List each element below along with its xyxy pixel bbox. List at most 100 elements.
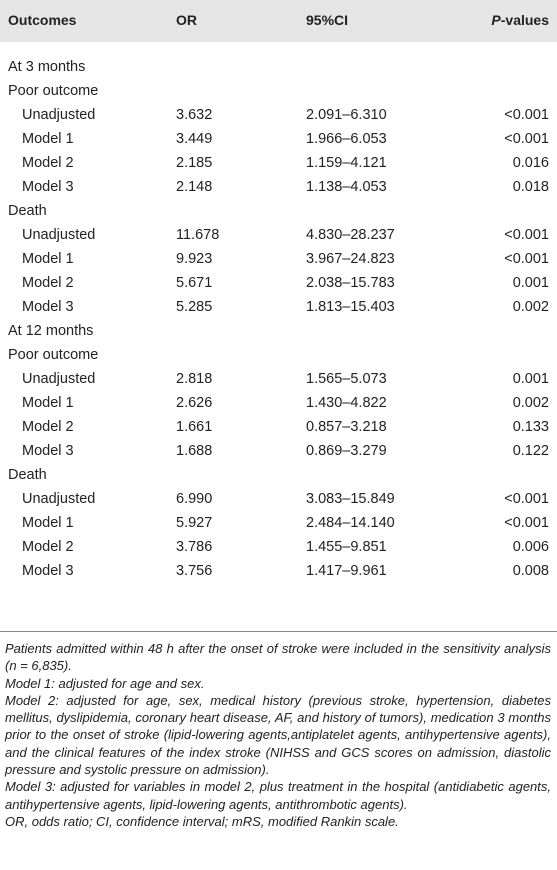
data-row: Model 3 5.285 1.813–15.403 0.002 [0,295,557,319]
or-value: 9.923 [176,251,213,267]
ci-value: 2.091–6.310 [306,107,387,123]
table-notes: Patients admitted within 48 h after the … [5,640,551,830]
note: Model 3: adjusted for variables in model… [5,779,551,812]
ci-value: 4.830–28.237 [306,227,395,243]
p-value: <0.001 [504,107,549,123]
section-row: Poor outcome [0,79,557,103]
row-label: Model 1 [22,515,74,531]
data-row: Model 3 2.148 1.138–4.053 0.018 [0,175,557,199]
p-value: 0.122 [512,443,549,459]
p-value: <0.001 [504,251,549,267]
data-row: Model 1 5.927 2.484–14.140 <0.001 [0,511,557,535]
ci-value: 1.565–5.073 [306,371,387,387]
header-cell: Outcomes [8,12,77,28]
row-label: Poor outcome [8,83,99,99]
data-row: Model 1 2.626 1.430–4.822 0.002 [0,391,557,415]
p-value: 0.001 [512,275,549,291]
ci-value: 0.869–3.279 [306,443,387,459]
section-row: Death [0,463,557,487]
or-value: 3.756 [176,563,213,579]
data-row: Unadjusted 11.678 4.830–28.237 <0.001 [0,223,557,247]
data-row: Model 2 3.786 1.455–9.851 0.006 [0,535,557,559]
or-value: 5.671 [176,275,213,291]
row-label: Unadjusted [22,491,96,507]
data-row: Unadjusted 6.990 3.083–15.849 <0.001 [0,487,557,511]
header-text: -values [500,12,549,28]
or-value: 2.626 [176,395,213,411]
ci-value: 1.417–9.961 [306,563,387,579]
row-label: Poor outcome [8,347,99,363]
p-value: <0.001 [504,131,549,147]
ci-value: 1.138–4.053 [306,179,387,195]
section-row: Poor outcome [0,343,557,367]
note: Patients admitted within 48 h after the … [5,641,551,674]
row-label: Unadjusted [22,227,96,243]
data-row: Model 2 2.185 1.159–4.121 0.016 [0,151,557,175]
data-row: Model 3 3.756 1.417–9.961 0.008 [0,559,557,583]
header-cell: OR [176,12,197,28]
row-label: Model 2 [22,539,74,555]
data-row: Model 2 5.671 2.038–15.783 0.001 [0,271,557,295]
ci-value: 1.966–6.053 [306,131,387,147]
section-row: At 12 months [0,319,557,343]
table-header: Outcomes OR 95%CI P-values [0,0,557,42]
p-value: 0.008 [512,563,549,579]
p-value: 0.016 [512,155,549,171]
ci-value: 2.484–14.140 [306,515,395,531]
or-value: 5.285 [176,299,213,315]
row-label: At 12 months [8,323,94,339]
p-value: 0.001 [512,371,549,387]
or-value: 2.148 [176,179,213,195]
p-value: 0.002 [512,299,549,315]
ci-value: 1.455–9.851 [306,539,387,555]
header-italic: P [491,12,501,28]
ci-value: 3.083–15.849 [306,491,395,507]
section-row: At 3 months [0,55,557,79]
note: Model 2: adjusted for age, sex, medical … [5,692,551,778]
p-value: <0.001 [504,227,549,243]
row-label: At 3 months [8,59,86,75]
or-value: 3.786 [176,539,213,555]
p-value: <0.001 [504,515,549,531]
ci-value: 2.038–15.783 [306,275,395,291]
header-cell: 95%CI [306,12,349,28]
row-label: Model 3 [22,443,74,459]
row-label: Model 1 [22,131,74,147]
table-rule [0,631,557,632]
p-value: 0.018 [512,179,549,195]
row-label: Model 2 [22,419,74,435]
row-label: Model 3 [22,299,74,315]
or-value: 3.632 [176,107,213,123]
data-row: Unadjusted 2.818 1.565–5.073 0.001 [0,367,557,391]
ci-value: 3.967–24.823 [306,251,395,267]
row-label: Death [8,467,47,483]
or-value: 5.927 [176,515,213,531]
row-label: Death [8,203,47,219]
or-value: 2.185 [176,155,213,171]
or-value: 1.661 [176,419,213,435]
p-value: <0.001 [504,491,549,507]
row-label: Model 2 [22,155,74,171]
note: Model 1: adjusted for age and sex. [5,675,205,691]
or-value: 2.818 [176,371,213,387]
ci-value: 1.430–4.822 [306,395,387,411]
row-label: Model 2 [22,275,74,291]
data-row: Model 3 1.688 0.869–3.279 0.122 [0,439,557,463]
row-label: Model 1 [22,395,74,411]
or-value: 6.990 [176,491,213,507]
ci-value: 1.159–4.121 [306,155,387,171]
p-value: 0.006 [512,539,549,555]
data-row: Model 2 1.661 0.857–3.218 0.133 [0,415,557,439]
header-cell: P-values [491,12,549,28]
note: OR, odds ratio; CI, confidence interval;… [5,813,399,829]
data-row: Unadjusted 3.632 2.091–6.310 <0.001 [0,103,557,127]
section-row: Death [0,199,557,223]
row-label: Unadjusted [22,371,96,387]
ci-value: 1.813–15.403 [306,299,395,315]
row-label: Model 3 [22,563,74,579]
p-value: 0.002 [512,395,549,411]
data-row: Model 1 3.449 1.966–6.053 <0.001 [0,127,557,151]
data-row: Model 1 9.923 3.967–24.823 <0.001 [0,247,557,271]
row-label: Model 1 [22,251,74,267]
